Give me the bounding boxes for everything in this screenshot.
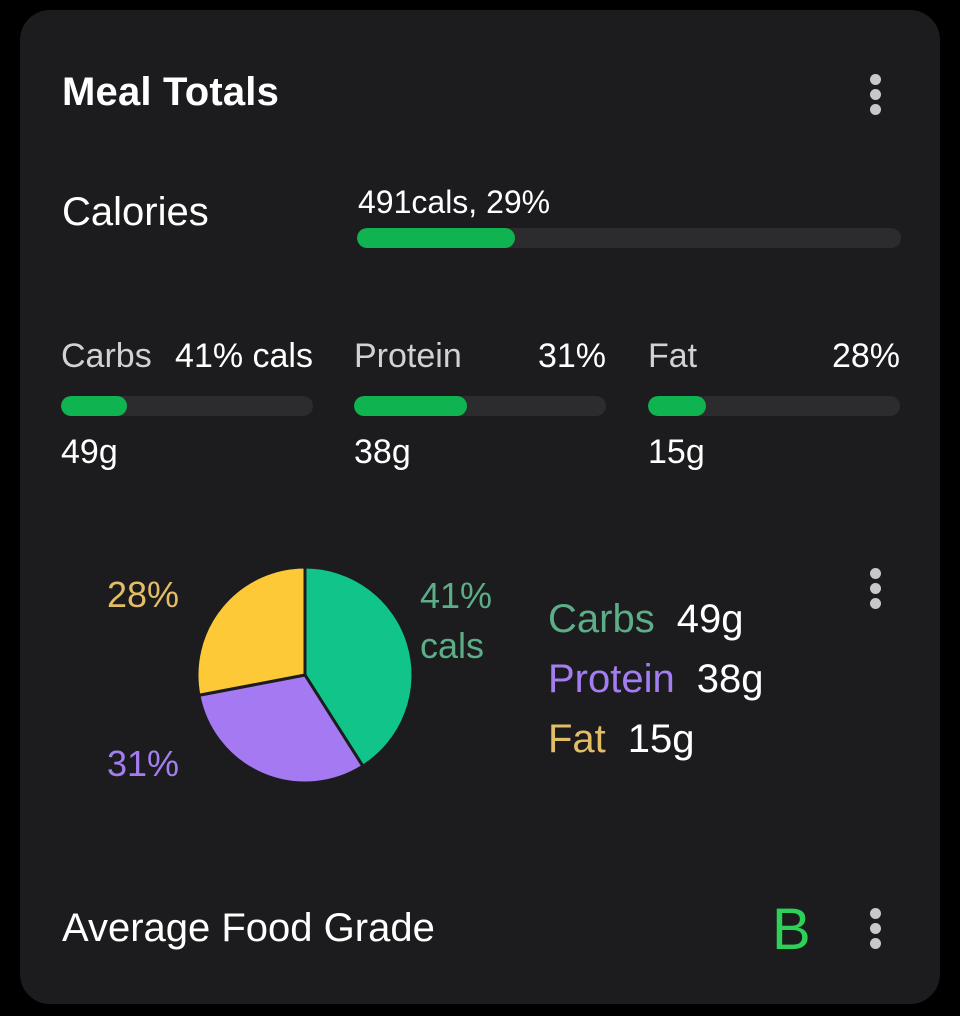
macro-fat-name: Fat <box>648 337 698 375</box>
pie-slice-protein <box>197 673 365 785</box>
pie-label-fat: 28% <box>107 574 180 615</box>
legend-protein: Protein 38g <box>548 655 764 703</box>
macro-protein-name: Protein <box>354 337 462 375</box>
pie-label-protein: 31% <box>107 743 180 784</box>
calories-label: Calories <box>62 190 209 234</box>
calories-value: 491cals, 29% <box>358 184 551 220</box>
macro-protein-progress-bar <box>354 396 606 416</box>
macro-fat-pct: 28% <box>831 337 900 375</box>
more-vertical-icon[interactable] <box>855 904 895 952</box>
legend-carbs-name: Carbs <box>548 597 655 641</box>
meal-totals-card: Meal Totals Calories 491cals, 29% Carbs … <box>20 10 940 1004</box>
macro-carbs-progress-fill <box>61 396 127 416</box>
calories-progress-fill <box>357 228 515 248</box>
average-food-grade-value: B <box>772 897 811 962</box>
macro-protein-pct: 31% <box>537 337 606 375</box>
pie-label-carbs: 41% cals <box>420 571 492 671</box>
macro-carbs-progress-bar <box>61 396 313 416</box>
macro-fat: Fat 28% 15g <box>648 336 900 472</box>
pie-slice-fat <box>195 565 307 697</box>
macro-carbs-name: Carbs <box>61 337 152 375</box>
more-vertical-icon[interactable] <box>855 70 895 118</box>
calories-progress-bar <box>357 228 901 248</box>
legend-protein-name: Protein <box>548 657 675 701</box>
macro-carbs-pct: 41% cals <box>175 337 313 375</box>
macro-carbs-grams: 49g <box>61 433 118 471</box>
legend-fat: Fat 15g <box>548 715 695 763</box>
macro-fat-grams: 15g <box>648 433 705 471</box>
macro-protein-progress-fill <box>354 396 468 416</box>
legend-fat-grams: 15g <box>627 717 695 761</box>
legend-carbs: Carbs 49g <box>548 595 743 643</box>
macro-protein-grams: 38g <box>354 433 411 471</box>
legend-fat-name: Fat <box>548 717 606 761</box>
macro-fat-progress-bar <box>648 396 900 416</box>
more-vertical-icon[interactable] <box>855 564 895 612</box>
macro-fat-progress-fill <box>648 396 706 416</box>
card-title: Meal Totals <box>62 70 280 114</box>
macro-protein: Protein 31% 38g <box>354 336 606 472</box>
pie-label-carbs-pct: 41% <box>420 575 493 616</box>
legend-protein-grams: 38g <box>696 657 764 701</box>
pie-label-carbs-unit: cals <box>420 625 485 666</box>
macro-pie-chart <box>195 565 415 785</box>
average-food-grade-label: Average Food Grade <box>62 906 435 950</box>
legend-carbs-grams: 49g <box>676 597 744 641</box>
macro-carbs: Carbs 41% cals 49g <box>61 336 313 472</box>
